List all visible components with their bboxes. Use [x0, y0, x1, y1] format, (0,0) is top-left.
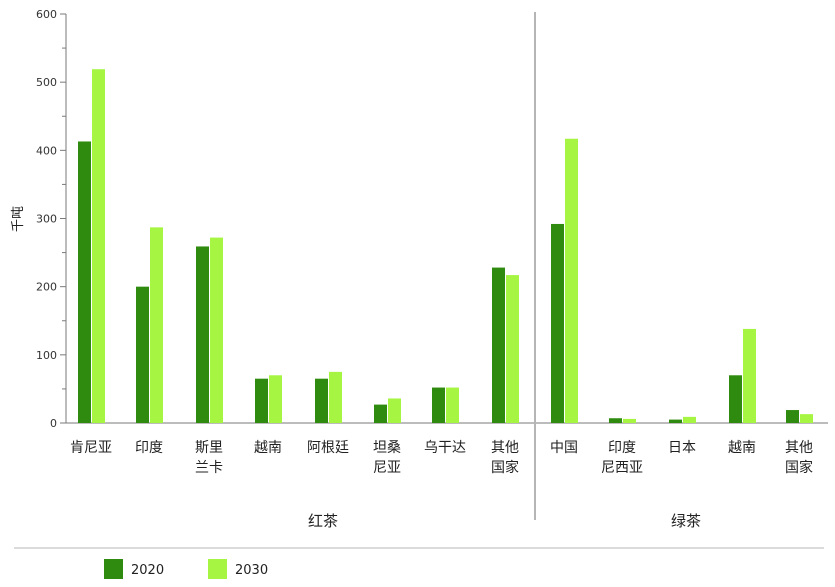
category-label: 尼亚	[373, 460, 401, 476]
bar-2030	[210, 237, 223, 423]
bar-2030	[565, 138, 578, 423]
group-label: 绿茶	[671, 512, 701, 530]
bar-2030	[683, 416, 696, 423]
category-label: 中国	[550, 440, 578, 456]
category-label: 其他	[785, 440, 813, 456]
y-tick-label: 200	[36, 281, 57, 294]
category-label: 乌干达	[424, 440, 466, 456]
category-label: 国家	[491, 459, 519, 476]
category-label: 肯尼亚	[70, 440, 112, 456]
y-tick-label: 100	[36, 349, 57, 362]
group-label: 红茶	[308, 512, 338, 530]
category-label: 其他	[491, 440, 519, 456]
y-tick-label: 0	[50, 417, 57, 430]
bar-2030	[446, 387, 459, 423]
y-tick-label: 400	[36, 144, 57, 157]
y-tick-label: 300	[36, 213, 57, 226]
bar-2030	[623, 418, 636, 423]
bar-2030	[388, 398, 401, 423]
bar-2030	[150, 227, 163, 423]
bar-2030	[800, 414, 813, 423]
bar-2020	[609, 418, 622, 423]
category-label: 印度	[135, 440, 163, 456]
bar-2020	[432, 387, 445, 423]
category-label: 印度	[608, 440, 636, 456]
bar-2020	[669, 419, 682, 423]
category-label: 阿根廷	[307, 440, 349, 456]
category-label: 越南	[254, 440, 282, 456]
bar-2020	[255, 378, 268, 423]
bar-2020	[315, 378, 328, 423]
bar-2020	[551, 223, 564, 423]
category-label: 斯里	[195, 440, 223, 456]
bar-2030	[329, 371, 342, 423]
y-axis-label: 千吨	[11, 206, 26, 232]
legend-swatch-2020	[104, 559, 123, 579]
bar-2030	[743, 328, 756, 423]
legend-swatch-2030	[208, 559, 227, 579]
category-label: 兰卡	[195, 460, 223, 476]
legend: 2020 2030	[14, 547, 824, 579]
bar-2020	[136, 286, 149, 423]
y-axis: 0 100 200 300 400 500 600 千吨	[11, 8, 828, 520]
bar-2020	[786, 410, 799, 423]
bars	[78, 69, 813, 423]
category-label: 坦桑	[373, 440, 401, 456]
bar-2030	[269, 375, 282, 423]
bar-2020	[492, 267, 505, 423]
category-label: 越南	[728, 440, 756, 456]
bar-2020	[374, 404, 387, 423]
bar-2020	[729, 375, 742, 423]
y-tick-label: 600	[36, 8, 57, 21]
bar-2030	[506, 275, 519, 423]
bar-2020	[78, 141, 91, 423]
legend-label: 2030	[235, 563, 268, 578]
bar-2020	[196, 246, 209, 423]
y-tick-label: 500	[36, 76, 57, 89]
legend-label: 2020	[131, 563, 164, 578]
category-label: 尼西亚	[601, 460, 643, 476]
category-label: 日本	[668, 440, 696, 456]
bar-2030	[92, 69, 105, 423]
category-label: 国家	[785, 459, 813, 476]
